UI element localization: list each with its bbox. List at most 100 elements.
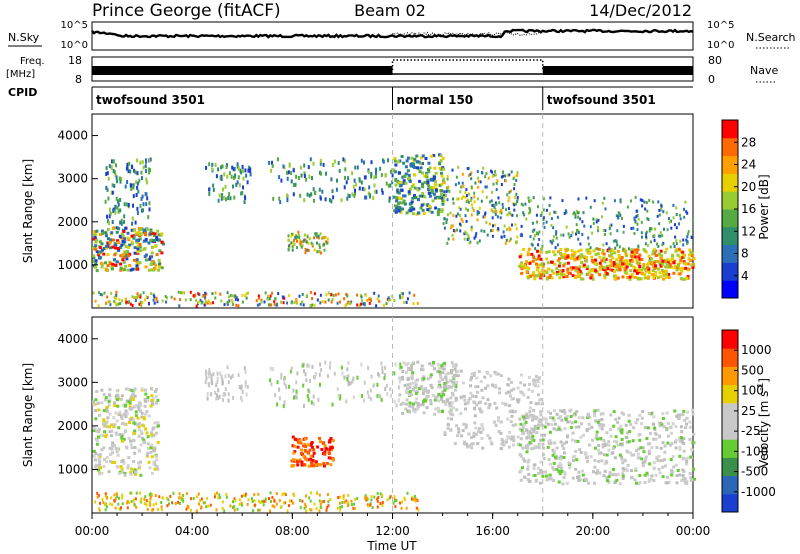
velocity-echo bbox=[581, 473, 585, 477]
velocity-echo bbox=[675, 474, 679, 478]
power-echo bbox=[312, 187, 315, 192]
velocity-echo bbox=[638, 438, 642, 442]
power-echo bbox=[677, 248, 681, 252]
nsky-tick-bottom: 10^0 bbox=[61, 40, 88, 51]
power-echo bbox=[291, 248, 294, 252]
power-echo bbox=[585, 196, 588, 200]
velocity-echo bbox=[481, 428, 485, 432]
power-colorbar-swatch bbox=[722, 226, 738, 246]
power-echo bbox=[686, 275, 690, 279]
power-echo bbox=[319, 158, 322, 163]
power-echo bbox=[520, 202, 523, 206]
power-echo bbox=[358, 304, 361, 308]
power-echo bbox=[482, 215, 485, 219]
velocity-echo bbox=[587, 481, 591, 485]
power-echo bbox=[685, 210, 688, 214]
velocity-echo bbox=[253, 493, 256, 497]
velocity-echo bbox=[241, 503, 244, 507]
power-echo bbox=[419, 166, 423, 170]
x-tick-label: 16:00 bbox=[475, 524, 510, 538]
velocity-echo bbox=[283, 381, 286, 386]
velocity-echo bbox=[148, 500, 151, 504]
velocity-echo bbox=[574, 425, 578, 429]
velocity-colorbar-swatch bbox=[722, 457, 738, 477]
velocity-echo bbox=[208, 371, 211, 376]
velocity-echo bbox=[156, 440, 160, 444]
velocity-echo bbox=[110, 423, 113, 427]
power-echo bbox=[395, 199, 399, 203]
power-echo bbox=[352, 184, 355, 189]
power-echo bbox=[324, 300, 327, 304]
power-echo bbox=[362, 302, 365, 306]
velocity-echo bbox=[421, 400, 425, 404]
power-echo bbox=[605, 242, 608, 246]
velocity-echo bbox=[217, 396, 219, 400]
velocity-echo bbox=[105, 405, 109, 409]
power-echo bbox=[303, 174, 306, 178]
velocity-echo bbox=[432, 360, 435, 364]
velocity-echo bbox=[317, 397, 320, 402]
power-echo bbox=[692, 263, 696, 267]
power-echo bbox=[325, 293, 328, 297]
power-echo bbox=[203, 303, 206, 307]
power-echo bbox=[97, 304, 100, 308]
velocity-echo bbox=[416, 360, 420, 364]
power-echo bbox=[656, 242, 658, 246]
velocity-echo bbox=[416, 498, 419, 502]
velocity-echo bbox=[436, 406, 440, 410]
power-echo bbox=[310, 241, 313, 245]
velocity-echo bbox=[442, 393, 446, 397]
velocity-echo bbox=[98, 472, 102, 476]
velocity-echo bbox=[443, 363, 447, 367]
power-echo bbox=[319, 301, 322, 305]
power-echo bbox=[118, 235, 122, 239]
velocity-echo bbox=[498, 387, 502, 391]
velocity-echo bbox=[352, 395, 355, 400]
velocity-echo bbox=[131, 468, 135, 472]
velocity-echo bbox=[563, 427, 567, 431]
power-echo bbox=[141, 194, 144, 199]
velocity-echo bbox=[616, 472, 620, 476]
velocity-echo bbox=[617, 427, 621, 431]
power-echo bbox=[330, 300, 333, 304]
power-echo bbox=[268, 297, 271, 301]
velocity-echo bbox=[318, 499, 321, 503]
power-echo bbox=[345, 180, 348, 185]
velocity-echo bbox=[609, 413, 613, 417]
power-echo bbox=[303, 233, 306, 237]
velocity-colorbar-label-main: Velocity [m s bbox=[757, 391, 771, 468]
velocity-echo bbox=[104, 503, 106, 507]
velocity-colorbar-tick-label: -1000 bbox=[741, 485, 776, 499]
velocity-echo bbox=[539, 438, 543, 442]
velocity-echo bbox=[349, 381, 352, 386]
velocity-echo bbox=[321, 441, 325, 445]
power-echo bbox=[490, 169, 492, 173]
power-echo bbox=[575, 232, 577, 236]
power-echo bbox=[401, 201, 405, 205]
velocity-echo bbox=[679, 436, 683, 440]
power-echo bbox=[622, 224, 625, 228]
velocity-echo bbox=[145, 499, 148, 503]
power-echo bbox=[539, 214, 542, 217]
velocity-echo bbox=[671, 422, 675, 426]
velocity-echo bbox=[352, 506, 355, 510]
power-echo bbox=[501, 202, 504, 206]
velocity-echo bbox=[363, 380, 366, 385]
velocity-echo bbox=[108, 453, 112, 456]
power-echo bbox=[656, 276, 660, 280]
velocity-echo bbox=[116, 464, 120, 468]
power-echo bbox=[645, 269, 649, 273]
velocity-echo bbox=[537, 402, 541, 406]
power-echo bbox=[136, 250, 140, 254]
power-echo bbox=[227, 301, 229, 304]
power-echo bbox=[101, 232, 105, 236]
power-echo bbox=[548, 203, 551, 207]
power-echo bbox=[470, 177, 473, 181]
velocity-echo bbox=[257, 508, 260, 512]
velocity-echo bbox=[534, 402, 538, 406]
power-echo bbox=[138, 261, 142, 265]
power-echo bbox=[146, 196, 149, 201]
power-echo bbox=[637, 217, 640, 221]
power-echo bbox=[218, 193, 221, 198]
power-echo bbox=[332, 195, 335, 200]
